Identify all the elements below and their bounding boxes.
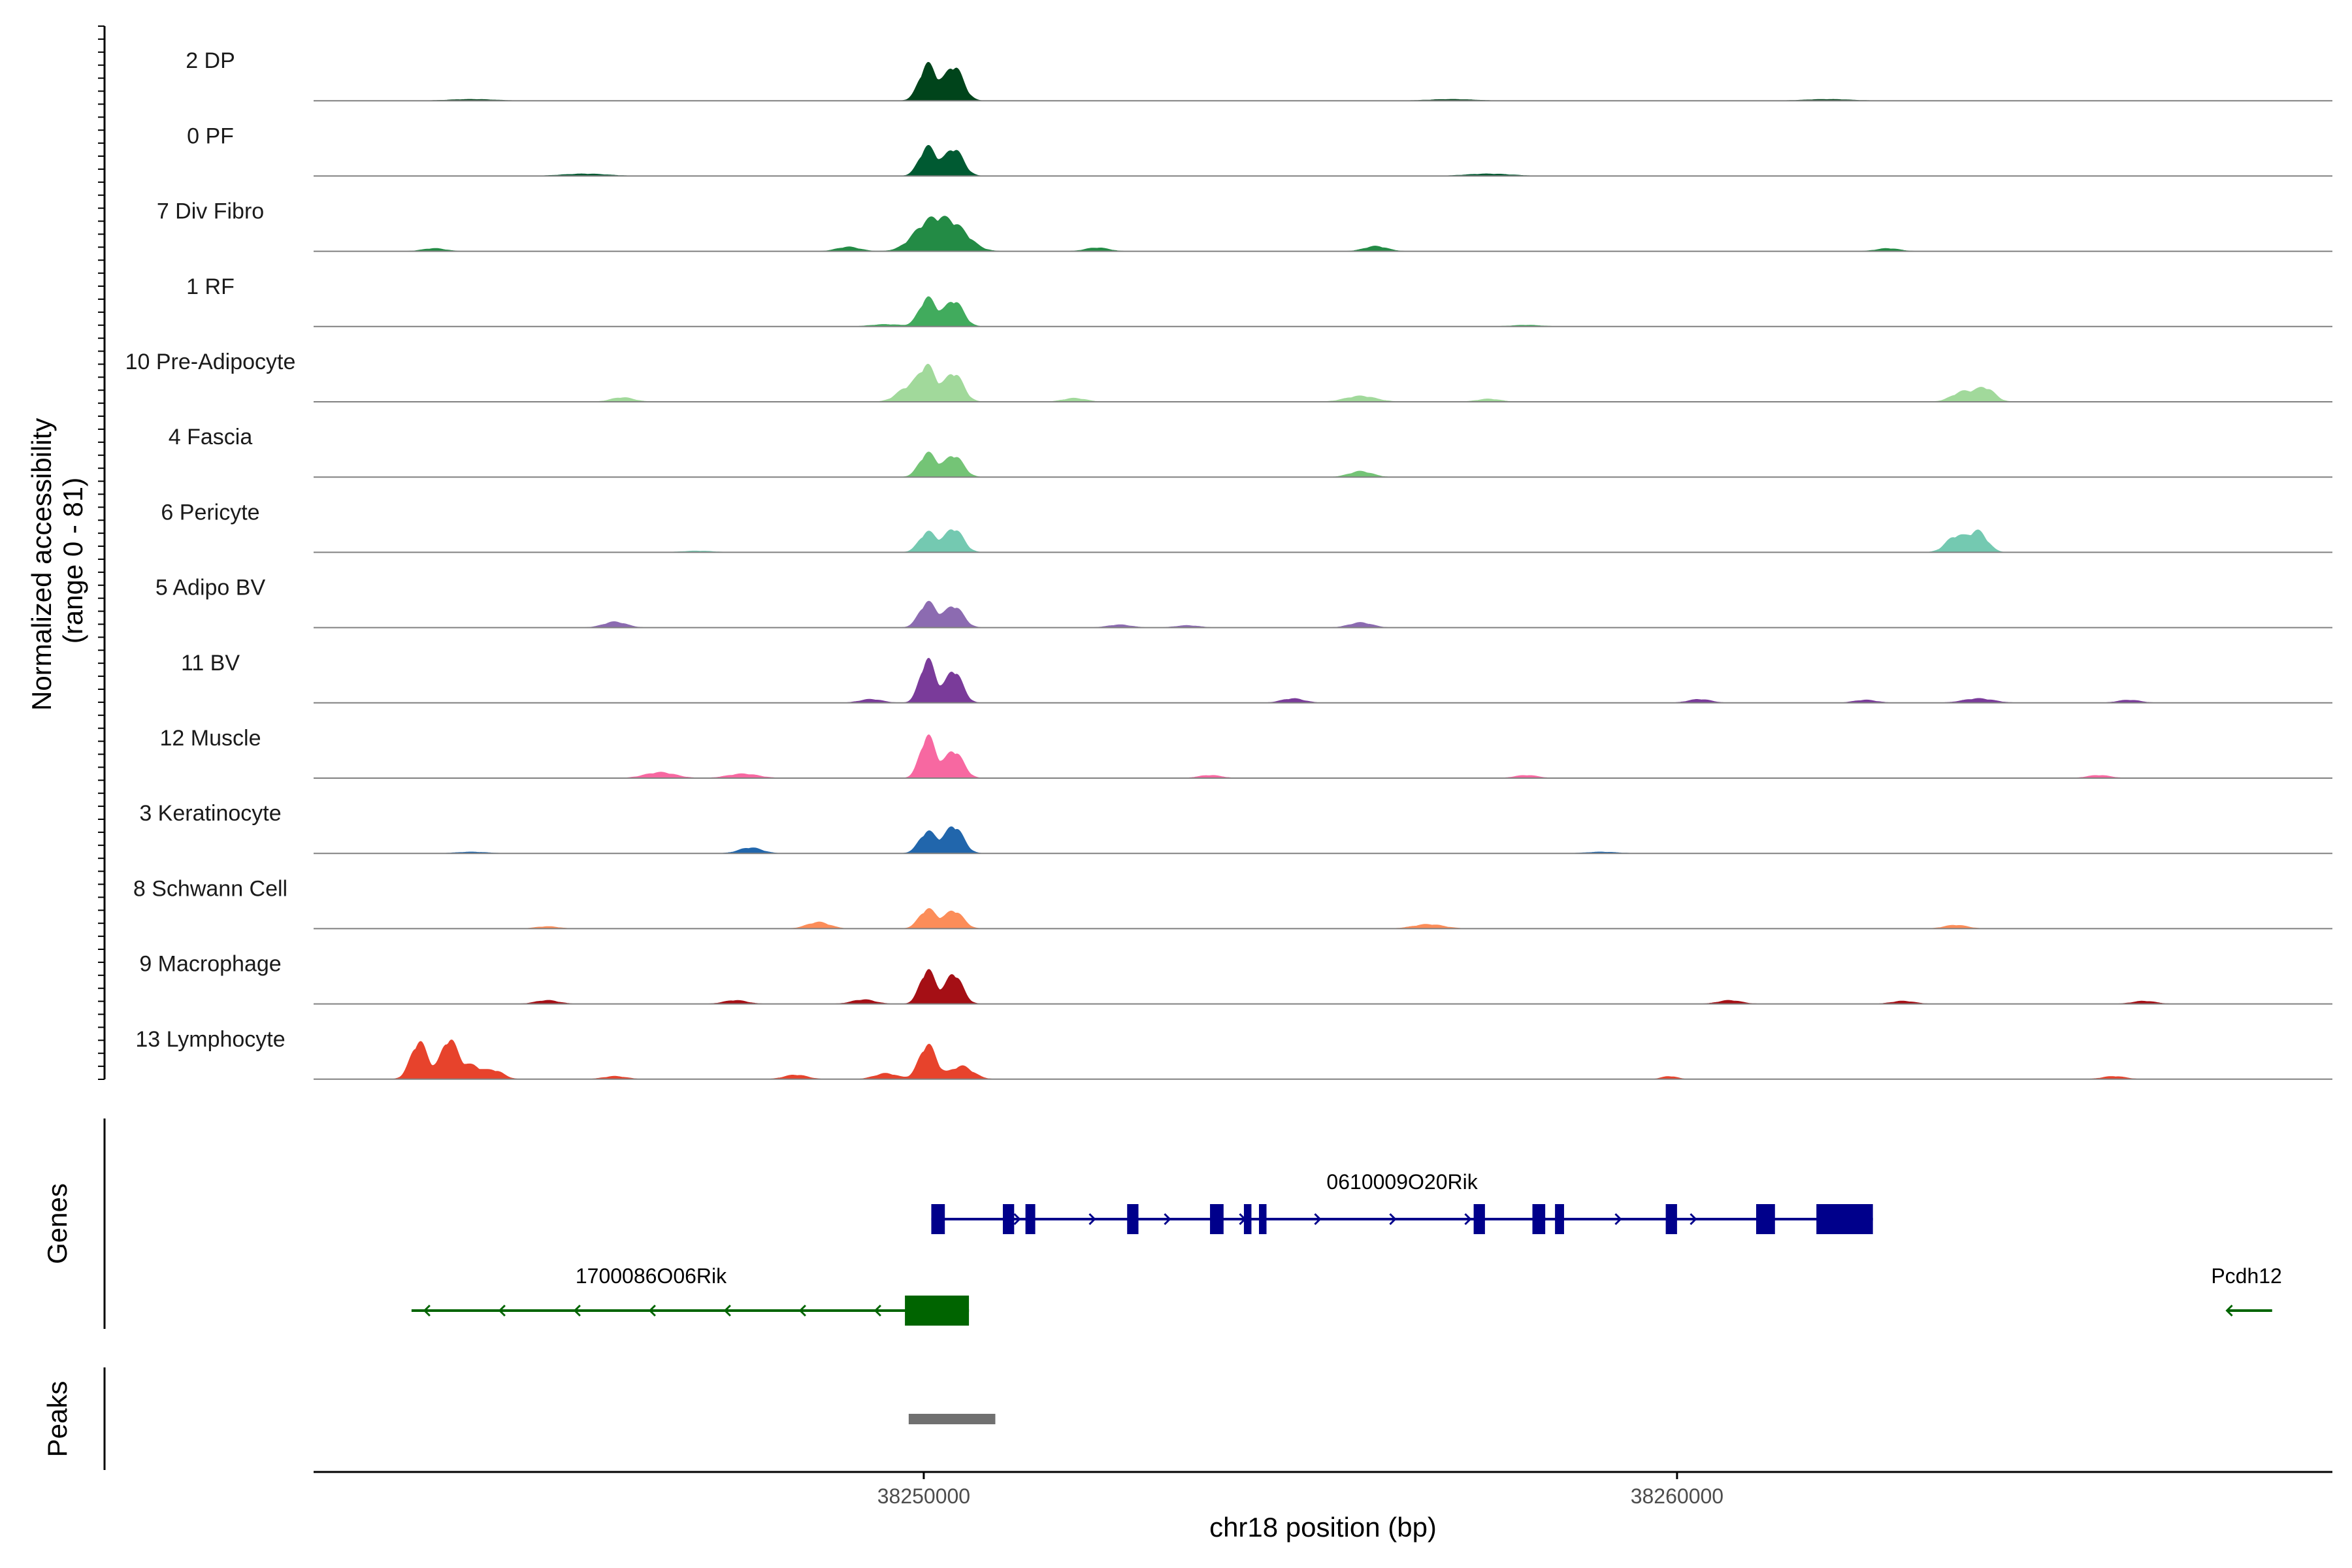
track-10-pre-adipocyte: 10 Pre-Adipocyte bbox=[125, 350, 2332, 402]
exon bbox=[1210, 1204, 1224, 1234]
y-axis-title: Normalized accessibility (range 0 - 81) bbox=[26, 410, 88, 711]
x-axis-ticks: 38250000 38260000 bbox=[877, 1472, 1723, 1508]
strand-arrow bbox=[1614, 1213, 1622, 1226]
track-label: 10 Pre-Adipocyte bbox=[125, 350, 296, 374]
track-label: 13 Lymphocyte bbox=[135, 1027, 285, 1052]
exon bbox=[905, 1296, 970, 1326]
track-area bbox=[314, 826, 2332, 854]
gene-1700086o06rik: 1700086O06Rik bbox=[411, 1264, 970, 1326]
exon bbox=[1665, 1204, 1677, 1234]
track-label: 8 Schwann Cell bbox=[133, 876, 287, 901]
track-1-rf: 1 RF bbox=[186, 274, 2332, 327]
exon bbox=[1002, 1204, 1015, 1234]
track-area bbox=[314, 144, 2332, 176]
exon bbox=[1258, 1204, 1267, 1234]
track-13-lymphocyte: 13 Lymphocyte bbox=[135, 1027, 2332, 1080]
exon bbox=[931, 1204, 945, 1234]
x-tick-label: 38250000 bbox=[877, 1484, 970, 1508]
track-label: 6 Pericyte bbox=[161, 500, 259, 525]
exon bbox=[1555, 1204, 1564, 1234]
y-axis-title-line-1: Normalized accessibility bbox=[26, 418, 57, 711]
strand-arrow bbox=[1389, 1213, 1397, 1226]
gene-label: 0610009O20Rik bbox=[1326, 1170, 1478, 1194]
strand-arrow bbox=[648, 1304, 656, 1317]
exon bbox=[1816, 1204, 1873, 1234]
track-label: 7 Div Fibro bbox=[157, 199, 264, 224]
track-area bbox=[314, 969, 2332, 1004]
track-label: 12 Muscle bbox=[160, 726, 261, 751]
strand-arrow bbox=[2225, 1304, 2233, 1317]
strand-arrow bbox=[1088, 1213, 1096, 1226]
track-label: 2 DP bbox=[186, 48, 235, 73]
track-area bbox=[314, 363, 2332, 402]
track-2-dp: 2 DP bbox=[186, 48, 2332, 102]
track-area bbox=[314, 216, 2332, 252]
exon bbox=[1756, 1204, 1775, 1234]
x-axis-title: chr18 position (bp) bbox=[1209, 1512, 1437, 1543]
track-6-pericyte: 6 Pericyte bbox=[161, 500, 2332, 553]
exon bbox=[1025, 1204, 1036, 1234]
track-area bbox=[314, 1039, 2332, 1080]
strand-arrow bbox=[1690, 1213, 1697, 1226]
coverage-tracks: 2 DP 0 PF 7 Div Fibro 1 RF 10 Pre-Adipocyte 4… bbox=[125, 48, 2332, 1080]
track-4-fascia: 4 Fascia bbox=[169, 425, 2332, 478]
track-label: 11 BV bbox=[181, 651, 240, 676]
track-12-muscle: 12 Muscle bbox=[160, 726, 2332, 779]
y-axis-title-line-2: (range 0 - 81) bbox=[57, 478, 88, 644]
track-area bbox=[314, 734, 2332, 779]
track-5-adipo-bv: 5 Adipo BV bbox=[155, 576, 2332, 629]
gene-pcdh12: Pcdh12 bbox=[2211, 1264, 2282, 1317]
track-11-bv: 11 BV bbox=[181, 651, 2332, 704]
strand-arrow bbox=[573, 1304, 581, 1317]
track-label: 1 RF bbox=[186, 274, 235, 299]
peak-region bbox=[908, 1414, 996, 1424]
exon bbox=[1127, 1204, 1139, 1234]
genes-panel-title: Genes bbox=[42, 1183, 73, 1264]
strand-arrow bbox=[723, 1304, 731, 1317]
exon bbox=[1473, 1204, 1485, 1234]
strand-arrow bbox=[874, 1304, 881, 1317]
strand-arrow bbox=[1164, 1213, 1171, 1226]
peaks-panel-title: Peaks bbox=[42, 1381, 73, 1458]
gene-label: Pcdh12 bbox=[2211, 1264, 2282, 1288]
track-label: 3 Keratinocyte bbox=[139, 801, 281, 826]
strand-arrow bbox=[1464, 1213, 1472, 1226]
track-3-keratinocyte: 3 Keratinocyte bbox=[139, 801, 2332, 855]
track-label: 9 Macrophage bbox=[139, 952, 281, 977]
exon bbox=[1532, 1204, 1546, 1234]
track-area bbox=[314, 296, 2332, 327]
exon bbox=[1243, 1204, 1252, 1234]
track-0-pf: 0 PF bbox=[187, 123, 2332, 177]
strand-arrow bbox=[498, 1304, 506, 1317]
track-label: 5 Adipo BV bbox=[155, 576, 266, 600]
peak-regions bbox=[908, 1414, 996, 1424]
track-8-schwann-cell: 8 Schwann Cell bbox=[133, 876, 2332, 930]
track-label: 4 Fascia bbox=[169, 425, 253, 449]
track-7-div-fibro: 7 Div Fibro bbox=[157, 199, 2332, 252]
track-area bbox=[314, 61, 2332, 101]
strand-arrow bbox=[423, 1304, 431, 1317]
x-tick-label: 38260000 bbox=[1631, 1484, 1723, 1508]
gene-label: 1700086O06Rik bbox=[576, 1264, 727, 1288]
track-area bbox=[314, 451, 2332, 478]
gene-annotations: 0610009O20Rik 1700086O06Rik Pcdh12 bbox=[411, 1170, 2282, 1326]
track-area bbox=[314, 657, 2332, 704]
gene-0610009o20rik: 0610009O20Rik bbox=[931, 1170, 1873, 1234]
strand-arrow bbox=[798, 1304, 806, 1317]
strand-arrow bbox=[1013, 1213, 1021, 1226]
track-label: 0 PF bbox=[187, 123, 234, 148]
track-area bbox=[314, 600, 2332, 628]
track-9-macrophage: 9 Macrophage bbox=[139, 952, 2332, 1005]
track-area bbox=[314, 529, 2332, 553]
track-area bbox=[314, 907, 2332, 929]
y-axis bbox=[98, 25, 106, 1080]
strand-arrow bbox=[1314, 1213, 1322, 1226]
